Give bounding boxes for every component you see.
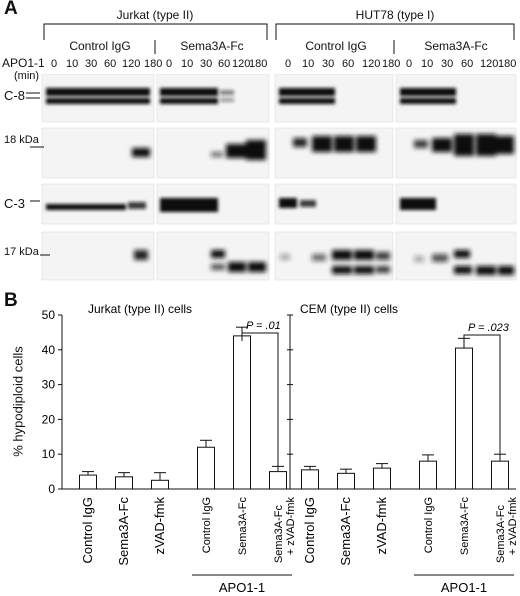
apo-label: APO1-1 bbox=[2, 56, 45, 70]
x-tick-label: Control IgG bbox=[80, 497, 95, 563]
tp-label: 60 bbox=[104, 58, 117, 70]
tp-label: 30 bbox=[322, 58, 335, 70]
significance-bracket bbox=[241, 332, 279, 467]
subgroup-jurkat-control: Control IgG bbox=[69, 39, 131, 53]
row-label-c3: C-3 bbox=[4, 196, 25, 211]
tp-label: 30 bbox=[200, 58, 213, 70]
tp-label: 0 bbox=[51, 58, 58, 70]
row-label-c8: C-8 bbox=[4, 88, 25, 103]
bar bbox=[337, 472, 355, 490]
bar bbox=[301, 469, 319, 490]
y-tick-label: 10 bbox=[42, 447, 56, 461]
tp-label: 60 bbox=[218, 58, 231, 70]
group-hut78-title: HUT78 (type I) bbox=[355, 8, 435, 22]
panel-a-letter: A bbox=[4, 0, 18, 19]
bar bbox=[419, 460, 437, 490]
y-tick-label: 20 bbox=[42, 412, 56, 426]
subgroup-jurkat-sema: Sema3A-Fc bbox=[180, 39, 244, 53]
western-blot-image bbox=[26, 74, 517, 281]
tp-label: 10 bbox=[66, 58, 79, 70]
tp-label: 0 bbox=[406, 58, 413, 70]
x-tick-label: Sema3A-Fc bbox=[338, 497, 353, 566]
tp-label: 10 bbox=[181, 58, 194, 70]
bar bbox=[79, 474, 97, 490]
x-tick-label: Sema3A-Fc bbox=[459, 497, 471, 556]
tp-label: 30 bbox=[85, 58, 98, 70]
x-tick-label: Sema3A-Fc bbox=[116, 497, 131, 566]
p-value-label: P = .01 bbox=[246, 320, 281, 332]
x-tick-label: Control IgG bbox=[423, 497, 435, 553]
bar bbox=[151, 479, 169, 490]
tp-label: 30 bbox=[441, 58, 454, 70]
tp-label: 180 bbox=[249, 58, 268, 70]
subgroup-hut78-sema: Sema3A-Fc bbox=[424, 39, 488, 53]
x-tick-label: zVAD-fmk bbox=[152, 497, 167, 555]
x-tick-label: Control IgG bbox=[302, 497, 317, 563]
timepoint-row: 0 10 30 60 120 180 0 10 30 60 120 180 0 … bbox=[40, 58, 516, 72]
x-tick-label: Sema3A-Fc bbox=[237, 497, 249, 556]
y-tick-label: 0 bbox=[48, 482, 55, 496]
y-tick-label: 40 bbox=[42, 343, 56, 357]
x-tick-label: zVAD-fmk bbox=[374, 497, 389, 555]
tp-label: 0 bbox=[166, 58, 173, 70]
bar bbox=[491, 460, 509, 490]
time-unit-label: (min) bbox=[14, 70, 40, 82]
group-jurkat-title: Jurkat (type II) bbox=[116, 8, 194, 22]
x-tick-label: Sema3A-Fc+ zVAD-fmk bbox=[495, 497, 519, 564]
chart-title: Jurkat (type II) cells bbox=[88, 302, 192, 316]
y-tick-label: 30 bbox=[42, 378, 56, 392]
bar bbox=[373, 467, 391, 490]
tp-label: 120 bbox=[480, 58, 499, 70]
x-tick-label: Sema3A-Fc+ zVAD-fmk bbox=[273, 497, 297, 564]
tp-label: 120 bbox=[232, 58, 251, 70]
tp-label: 180 bbox=[498, 58, 517, 70]
tp-label: 60 bbox=[342, 58, 355, 70]
tp-label: 10 bbox=[302, 58, 315, 70]
panel-a-brackets bbox=[43, 23, 515, 54]
tp-label: 180 bbox=[144, 58, 163, 70]
panel-b-letter: B bbox=[4, 290, 18, 311]
chart-title: CEM (type II) cells bbox=[300, 302, 398, 316]
tp-label: 180 bbox=[382, 58, 401, 70]
apo-label: APO1-1 bbox=[441, 580, 487, 595]
tp-label: 0 bbox=[285, 58, 292, 70]
apo-label: APO1-1 bbox=[219, 580, 265, 595]
tp-label: 120 bbox=[362, 58, 381, 70]
bar bbox=[115, 476, 133, 490]
tp-label: 120 bbox=[122, 58, 141, 70]
y-tick-label: 50 bbox=[42, 308, 56, 322]
x-tick-label: Control IgG bbox=[201, 497, 213, 553]
tp-label: 60 bbox=[461, 58, 474, 70]
bar bbox=[269, 471, 287, 490]
tp-label: 10 bbox=[421, 58, 434, 70]
row-label-17kda: 17 kDa bbox=[4, 246, 39, 258]
row-label-18kda: 18 kDa bbox=[4, 134, 39, 146]
significance-bracket bbox=[463, 334, 501, 455]
bar bbox=[197, 446, 215, 490]
bar bbox=[455, 347, 473, 490]
bar bbox=[233, 335, 251, 490]
subgroup-hut78-control: Control IgG bbox=[305, 39, 367, 53]
p-value-label: P = .023 bbox=[468, 322, 510, 334]
